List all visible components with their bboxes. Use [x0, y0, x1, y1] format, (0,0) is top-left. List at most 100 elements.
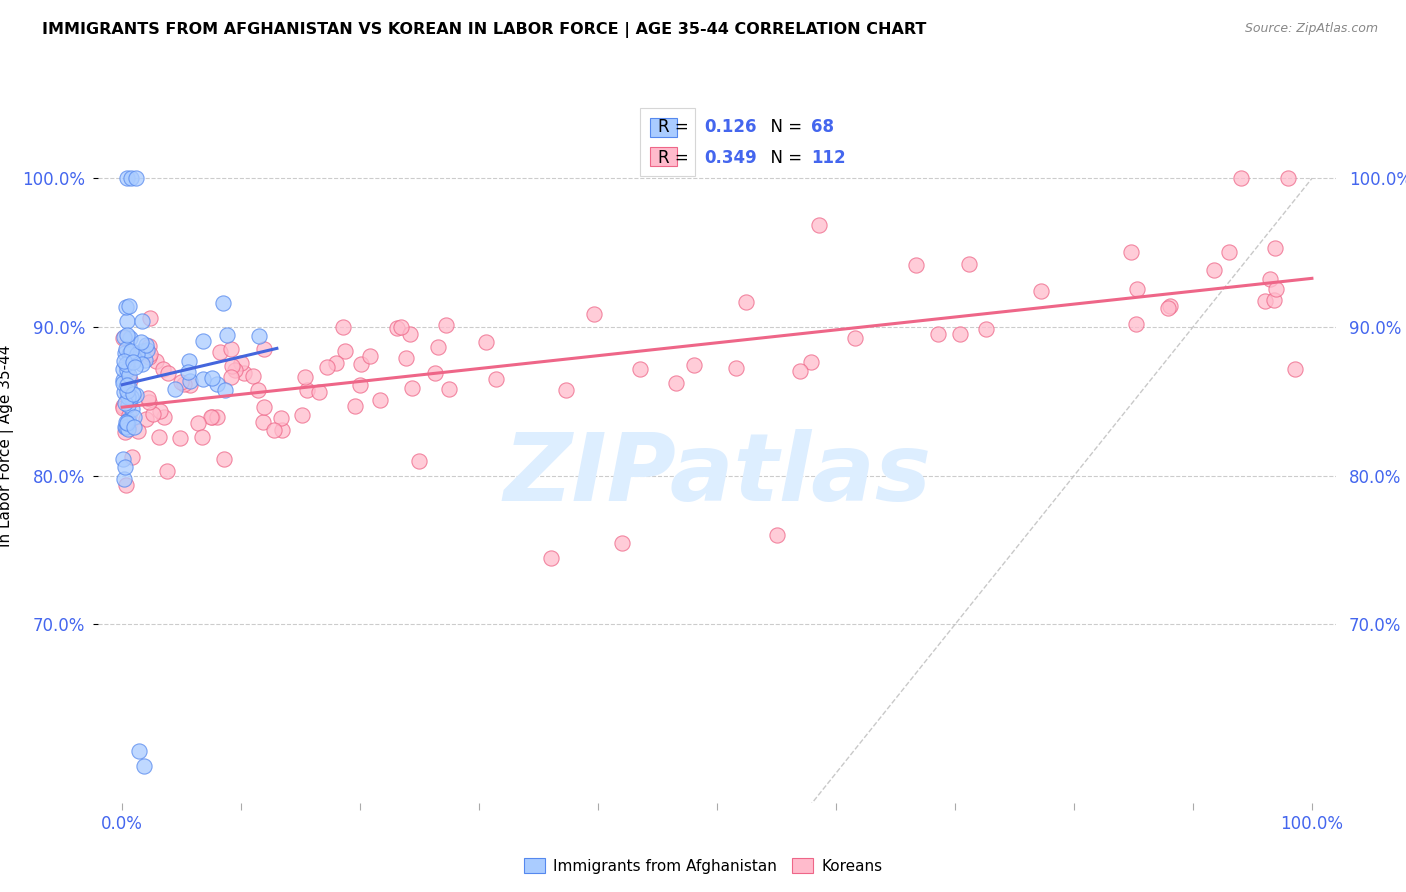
Point [120, 390, 142, 404]
Point [808, 218, 831, 232]
Text: 0.126: 0.126 [704, 118, 758, 136]
Point [1254, 293, 1277, 308]
Point [125, 171, 148, 186]
Point [131, 357, 153, 371]
Point [117, 422, 139, 436]
Point [219, 342, 242, 356]
Point [118, 409, 141, 423]
Point [115, 300, 138, 314]
Point [332, 320, 354, 334]
Point [112, 401, 135, 415]
Point [134, 353, 156, 368]
Point [129, 335, 152, 350]
Point [1125, 317, 1147, 331]
Point [115, 415, 138, 429]
Point [117, 414, 139, 428]
Point [389, 320, 412, 334]
Point [212, 452, 235, 467]
Point [208, 345, 231, 359]
Point [128, 744, 150, 758]
Point [142, 407, 165, 421]
Point [112, 353, 135, 368]
Point [665, 376, 688, 390]
Point [555, 384, 578, 398]
Point [233, 366, 256, 380]
Point [426, 340, 449, 354]
Text: 68: 68 [811, 118, 834, 136]
Point [905, 259, 928, 273]
Point [117, 363, 139, 377]
Point [1119, 244, 1142, 259]
Point [125, 388, 148, 402]
Point [214, 383, 236, 397]
Point [224, 363, 246, 377]
Text: IMMIGRANTS FROM AFGHANISTAN VS KOREAN IN LABOR FORCE | AGE 35-44 CORRELATION CHA: IMMIGRANTS FROM AFGHANISTAN VS KOREAN IN… [42, 22, 927, 38]
Point [191, 430, 214, 444]
Point [949, 327, 972, 342]
Point [114, 425, 136, 439]
Point [247, 329, 270, 343]
Point [169, 431, 191, 445]
Point [253, 401, 276, 415]
Point [200, 410, 222, 425]
Point [205, 409, 228, 424]
Point [118, 347, 141, 361]
Point [294, 369, 316, 384]
Point [434, 318, 457, 333]
Point [115, 342, 138, 356]
Point [247, 384, 270, 398]
Point [1157, 301, 1180, 315]
Point [138, 395, 160, 409]
Point [135, 338, 157, 352]
Point [734, 294, 756, 309]
Point [387, 321, 409, 335]
Point [127, 347, 149, 361]
Point [398, 326, 420, 341]
Point [179, 374, 201, 388]
Point [219, 370, 242, 384]
Point [156, 463, 179, 477]
Point [359, 349, 381, 363]
Point [205, 377, 228, 392]
Point [112, 399, 135, 413]
Point [325, 356, 347, 370]
Point [179, 354, 201, 368]
Point [844, 331, 866, 345]
Point [124, 410, 146, 425]
Point [117, 398, 139, 412]
Point [124, 359, 146, 374]
Point [683, 359, 706, 373]
Point [117, 372, 139, 386]
Point [112, 330, 135, 344]
Point [927, 326, 949, 341]
Point [125, 348, 148, 362]
Point [148, 404, 170, 418]
Point [115, 314, 138, 328]
Point [177, 365, 200, 379]
Point [152, 362, 174, 376]
Point [122, 355, 145, 369]
Point [316, 359, 339, 374]
Point [179, 377, 201, 392]
Point [115, 377, 138, 392]
Point [121, 401, 143, 416]
Point [112, 452, 135, 467]
Point [1218, 244, 1240, 259]
Point [131, 343, 153, 358]
Point [201, 370, 224, 384]
Point [117, 417, 139, 432]
Point [115, 327, 138, 342]
Point [112, 385, 135, 400]
Point [118, 368, 141, 382]
Point [1202, 263, 1225, 277]
Point [114, 346, 136, 360]
Point [484, 372, 506, 386]
Point [163, 382, 186, 396]
Point [112, 362, 135, 376]
Point [270, 411, 292, 425]
Point [191, 334, 214, 348]
Point [800, 355, 823, 369]
Point [112, 376, 135, 391]
Point [765, 528, 787, 542]
Text: N =: N = [761, 149, 807, 167]
